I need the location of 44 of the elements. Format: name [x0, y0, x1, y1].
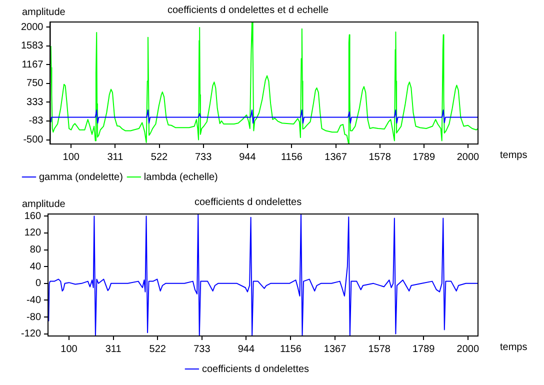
x-tick-label: 2000 — [456, 152, 480, 163]
y-tick-label: 160 — [24, 210, 42, 222]
x-tick-label: 522 — [149, 344, 166, 355]
chart-title: coefficients d ondelettes et d echelle — [167, 4, 329, 16]
x-tick-label: 311 — [107, 152, 124, 163]
x-tick-label: 2000 — [456, 344, 480, 355]
y-tick-label: 1167 — [22, 59, 44, 70]
x-tick-label: 944 — [238, 344, 255, 355]
x-tick-label: 1789 — [412, 152, 436, 163]
legend-label: coefficients d ondelettes — [202, 364, 310, 375]
x-tick-label: 1578 — [368, 152, 392, 163]
x-tick-label: 1367 — [324, 344, 347, 355]
x-tick-label: 1367 — [324, 152, 348, 163]
x-tick-label: 733 — [194, 344, 211, 355]
legend-label: gamma (ondelette) — [39, 172, 123, 183]
x-tick-label: 100 — [62, 152, 80, 163]
x-tick-label: 522 — [150, 152, 168, 163]
x-tick-label: 733 — [195, 152, 212, 163]
x-tick-label: 100 — [60, 344, 78, 355]
y-tick-label: 80 — [30, 244, 42, 256]
y-tick-label: 0 — [35, 278, 42, 290]
x-tick-label: 1789 — [412, 344, 436, 355]
y-axis-title: amplitude — [22, 6, 66, 18]
y-tick-label: -500 — [23, 134, 44, 146]
y-tick-label: 750 — [26, 78, 44, 90]
y-axis-title: amplitude — [22, 198, 66, 210]
x-axis-title: temps — [500, 150, 528, 161]
y-tick-label: 40 — [30, 261, 42, 272]
x-axis-title: temps — [500, 342, 528, 353]
y-tick-label: -120 — [21, 328, 42, 340]
y-tick-label: 120 — [24, 228, 42, 239]
y-tick-label: -83 — [28, 116, 44, 127]
x-tick-label: 311 — [105, 344, 122, 355]
y-tick-label: 333 — [26, 96, 44, 108]
x-tick-label: 1156 — [280, 344, 302, 355]
x-tick-label: 944 — [239, 152, 256, 163]
legend-label: lambda (echelle) — [144, 172, 218, 183]
y-tick-label: -80 — [26, 312, 42, 323]
y-tick-label: -40 — [26, 294, 42, 306]
chart-title: coefficients d ondelettes — [194, 196, 302, 208]
y-tick-label: 1583 — [20, 40, 44, 52]
x-tick-label: 1578 — [368, 344, 391, 355]
y-tick-label: 2000 — [20, 22, 44, 33]
x-tick-label: 1156 — [280, 152, 303, 163]
